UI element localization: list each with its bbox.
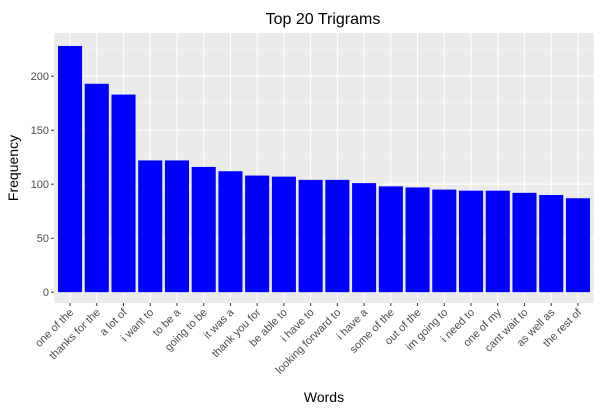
y-tick-label: 100 bbox=[31, 179, 49, 191]
bar bbox=[512, 192, 537, 293]
bar bbox=[565, 198, 590, 293]
y-tick-label: 150 bbox=[31, 125, 49, 137]
bar bbox=[432, 189, 457, 293]
y-tick-label: 0 bbox=[43, 287, 49, 299]
bar bbox=[459, 190, 484, 293]
y-tick-label: 50 bbox=[37, 233, 49, 245]
bar bbox=[405, 187, 430, 293]
y-tick-label: 200 bbox=[31, 71, 49, 83]
bar bbox=[485, 190, 510, 293]
bar bbox=[191, 166, 216, 293]
chart-title: Top 20 Trigrams bbox=[266, 11, 381, 28]
bars bbox=[58, 45, 590, 293]
bar bbox=[138, 160, 163, 293]
x-axis-title: Words bbox=[304, 389, 344, 405]
y-axis: 0 50 100 150 200 bbox=[31, 71, 54, 299]
bar bbox=[352, 183, 377, 293]
bar bbox=[111, 94, 136, 293]
bar bbox=[271, 176, 296, 293]
bar bbox=[539, 195, 564, 293]
bar bbox=[164, 160, 189, 293]
bar bbox=[84, 83, 109, 293]
bar bbox=[218, 171, 243, 293]
bar bbox=[58, 45, 83, 293]
bar bbox=[378, 186, 403, 293]
bar bbox=[245, 175, 270, 293]
y-axis-title: Frequency bbox=[5, 135, 21, 201]
bar bbox=[325, 179, 350, 293]
bar bbox=[298, 179, 323, 293]
